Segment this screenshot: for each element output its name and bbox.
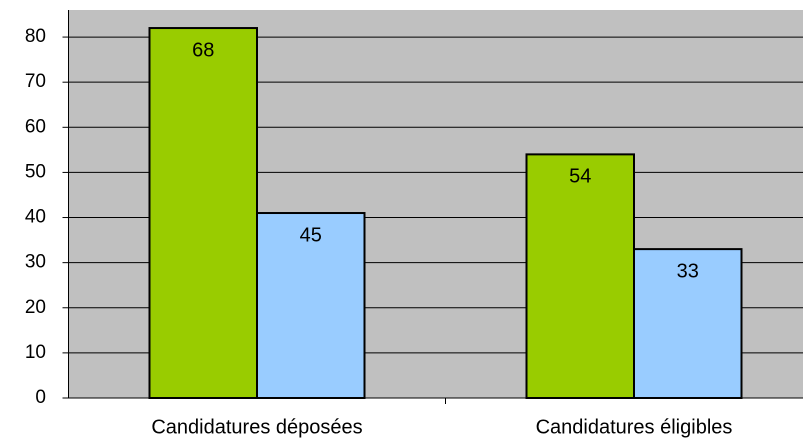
bar [525,153,635,399]
bar [256,212,366,399]
bar-annotation: 45 [300,224,322,246]
bar-annotation: 54 [569,166,591,188]
x-tick-label: Candidatures éligibles [536,416,733,438]
y-tick-label: 0 [35,387,46,408]
bar [633,248,743,399]
bar-annotation: 33 [677,260,699,282]
y-tick-label: 10 [25,342,46,363]
y-tick-label: 70 [25,71,46,92]
bar [148,27,258,400]
y-tick-label: 80 [25,26,46,47]
bar-annotation: 68 [192,39,214,61]
y-tick-label: 40 [25,207,46,228]
y-tick-label: 20 [25,297,46,318]
y-tick-label: 60 [25,116,46,137]
y-tick-label: 50 [25,161,46,182]
y-tick-label: 30 [25,252,46,273]
x-tick-label: Candidatures déposées [151,416,362,438]
